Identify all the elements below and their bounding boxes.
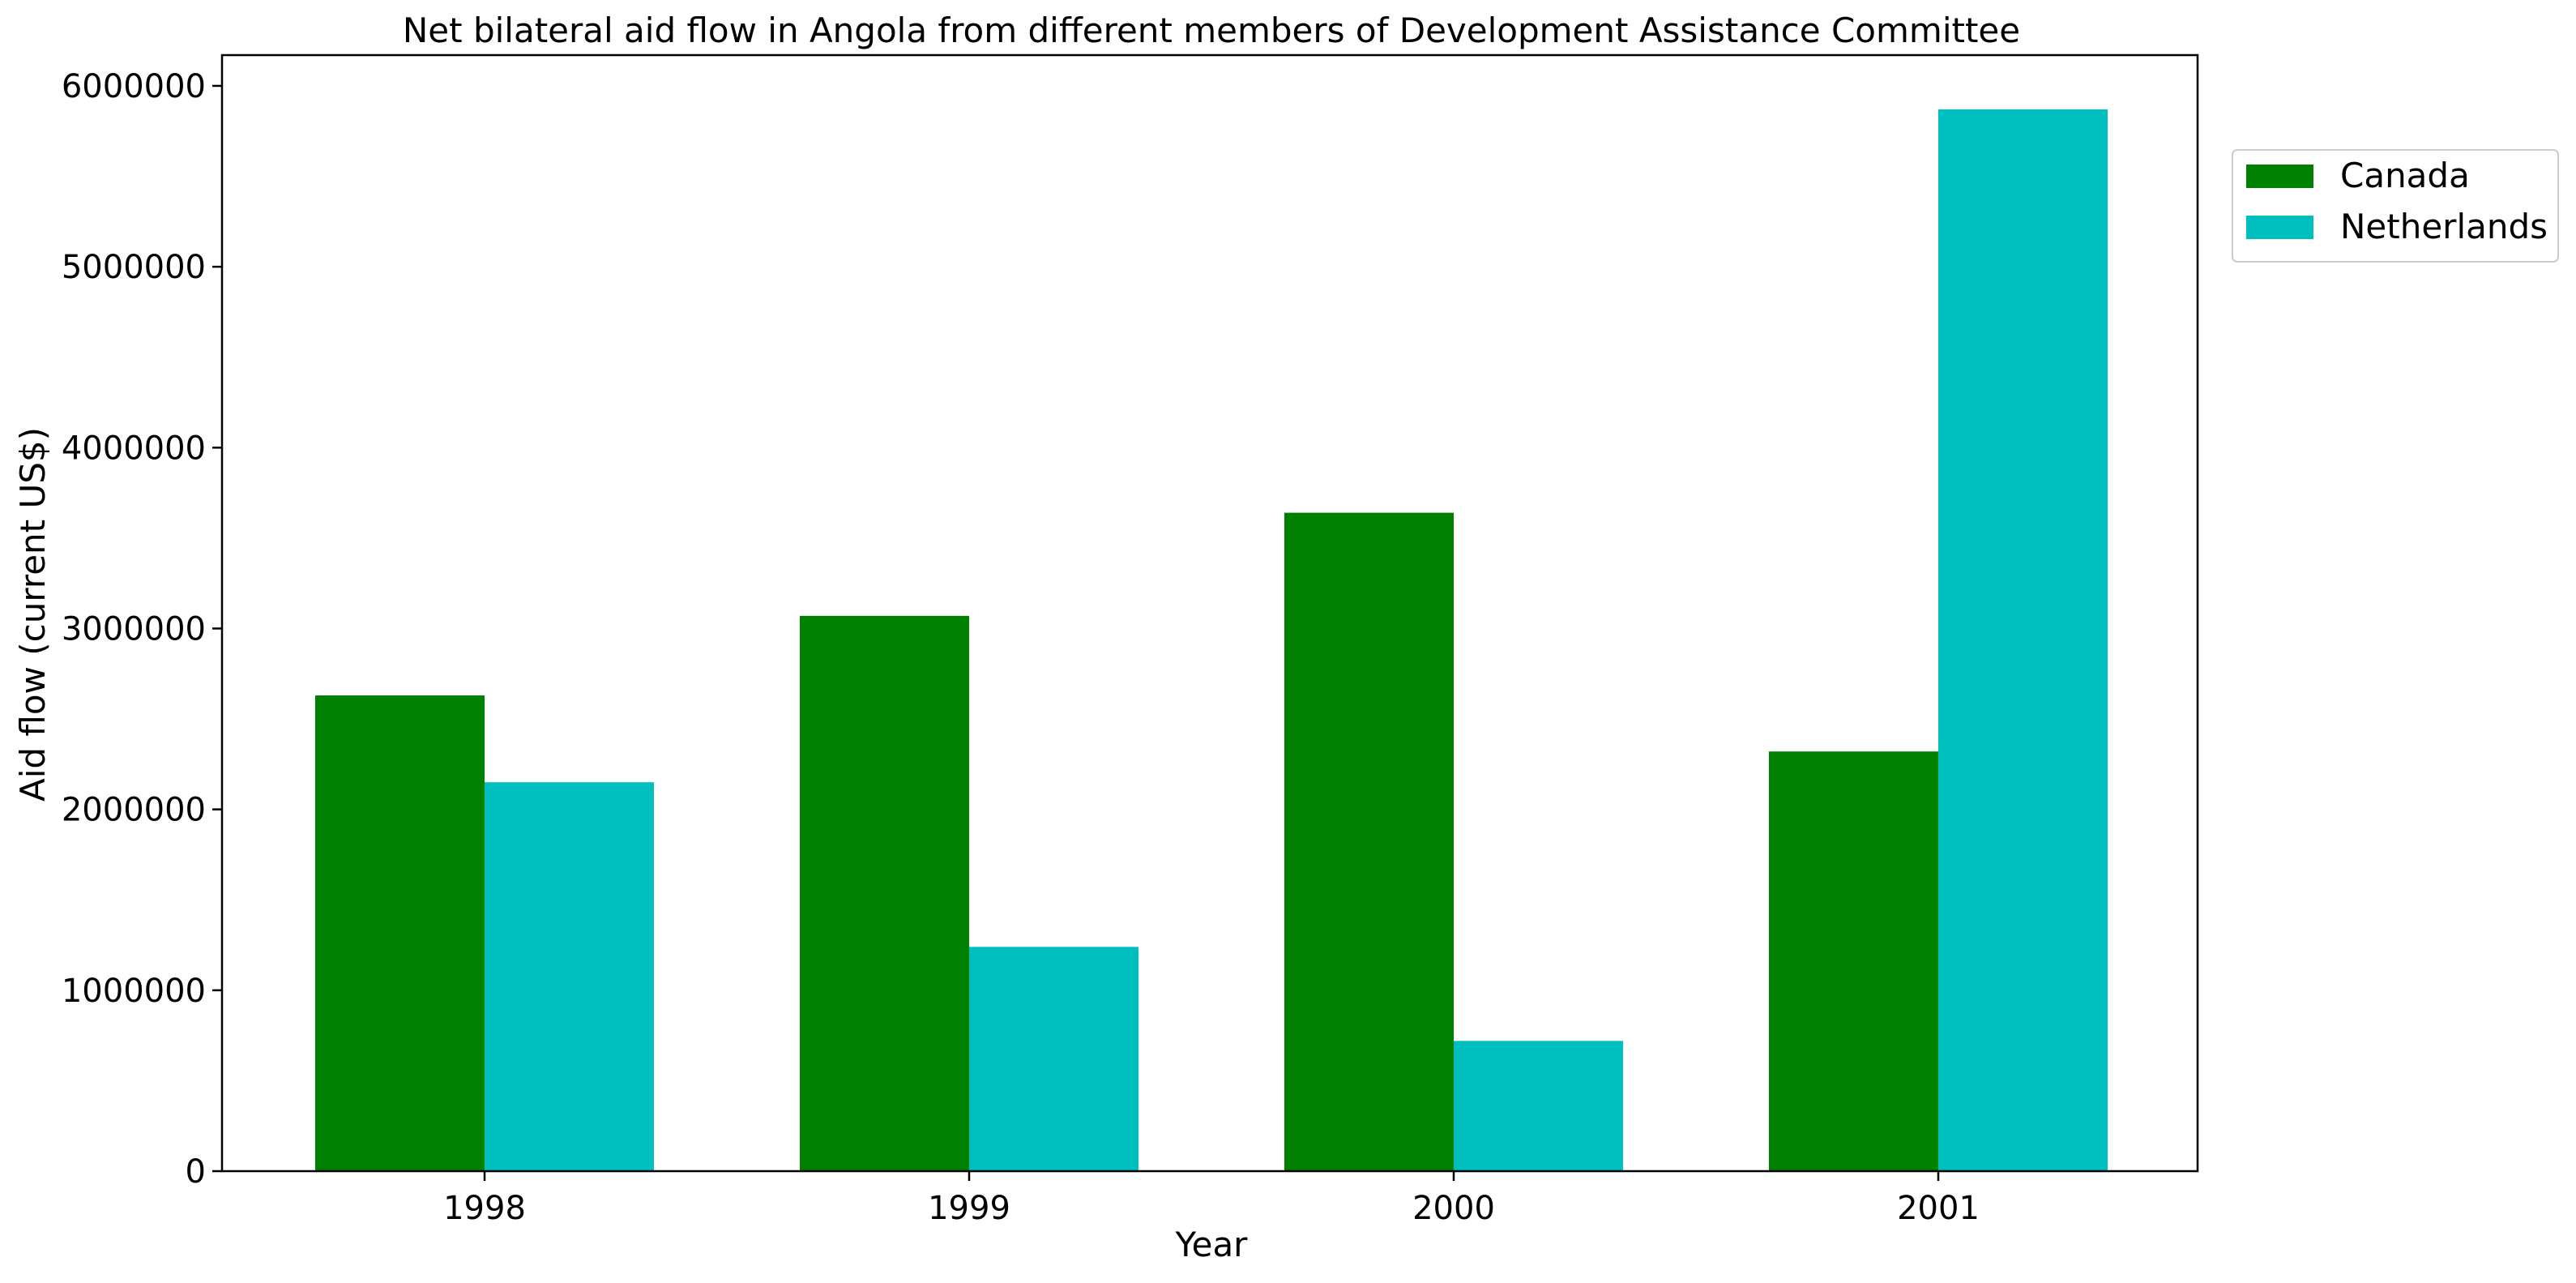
legend-label-netherlands: Netherlands (2340, 207, 2548, 246)
legend-swatch-canada (2246, 165, 2313, 188)
x-tick-label: 2000 (1412, 1190, 1495, 1227)
chart-title: Net bilateral aid flow in Angola from di… (403, 11, 2020, 50)
legend-swatch-netherlands (2246, 216, 2313, 239)
bar-canada-1999 (800, 615, 969, 1171)
y-tick-label: 4000000 (62, 430, 206, 467)
bar-canada-2001 (1769, 751, 1938, 1171)
bar-netherlands-1998 (485, 782, 654, 1171)
y-axis-ticks: 0 1000000 2000000 3000000 4000000 5000000 6000… (62, 68, 222, 1191)
x-tick-label: 2001 (1897, 1190, 1980, 1227)
plot-area-frame (220, 53, 2199, 1173)
legend: Canada Netherlands (2232, 149, 2559, 263)
y-tick-label: 5000000 (62, 249, 206, 286)
y-tick-label: 1000000 (62, 973, 206, 1010)
x-axis-label: Year (1175, 1225, 1249, 1264)
bar-canada-2000 (1284, 512, 1454, 1171)
y-tick-label: 0 (186, 1153, 206, 1191)
bar-canada-1998 (315, 695, 485, 1171)
x-axis-ticks: 1998 1999 2000 2001 (443, 1171, 1980, 1227)
bar-netherlands-2000 (1454, 1041, 1623, 1171)
y-tick-label: 6000000 (62, 68, 206, 105)
bar-netherlands-2001 (1938, 109, 2108, 1171)
x-tick-label: 1999 (928, 1190, 1010, 1227)
legend-box (2232, 149, 2559, 263)
y-tick-label: 3000000 (62, 610, 206, 648)
bar-netherlands-1999 (969, 947, 1138, 1171)
legend-label-canada: Canada (2340, 156, 2470, 195)
y-axis-label: Aid flow (current US$) (13, 427, 53, 802)
bars-group (315, 109, 2108, 1171)
y-tick-label: 2000000 (62, 792, 206, 829)
x-tick-label: 1998 (443, 1190, 526, 1227)
